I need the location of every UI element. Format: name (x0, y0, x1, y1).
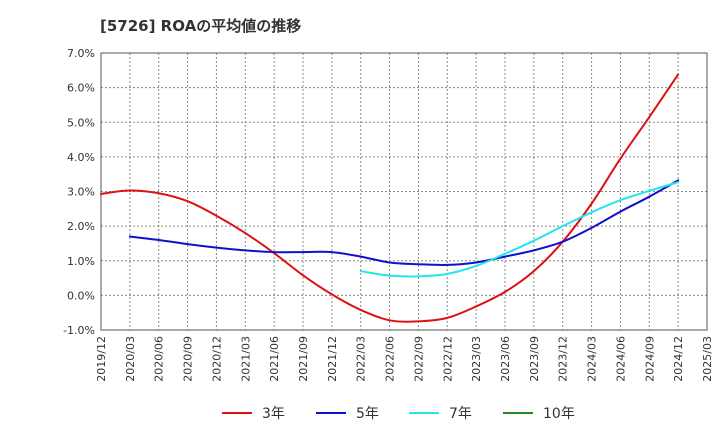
x-tick-label: 2021/03 (239, 336, 252, 382)
x-tick-label: 2023/09 (528, 336, 541, 382)
y-tick-label: 7.0% (67, 47, 95, 60)
x-tick-label: 2021/12 (326, 336, 339, 382)
x-tick-label: 2024/09 (643, 336, 656, 382)
legend-label-2: 7年 (449, 406, 472, 422)
plot-frame (100, 52, 708, 331)
series-line-1 (128, 179, 680, 266)
x-tick-label: 2023/06 (499, 336, 512, 382)
x-tick-label: 2022/09 (412, 336, 425, 382)
legend-label-1: 5年 (356, 406, 379, 422)
y-tick-label: 0.0% (67, 289, 95, 302)
y-tick-label: 5.0% (67, 116, 95, 129)
x-tick-label: 2019/12 (95, 336, 108, 382)
y-tick-label: 2.0% (67, 220, 95, 233)
x-tick-label: 2023/12 (557, 336, 570, 382)
chart-title: [5726] ROAの平均値の推移 (100, 17, 301, 35)
x-tick-label: 2020/12 (210, 336, 223, 382)
y-tick-label: 1.0% (67, 255, 95, 268)
x-tick-label: 2020/03 (124, 336, 137, 382)
x-tick-label: 2022/12 (441, 336, 454, 382)
x-tick-label: 2020/09 (182, 336, 195, 382)
x-tick-label: 2020/06 (153, 336, 166, 382)
legend: 3年 5年 7年 10年 (222, 406, 575, 422)
x-tick-label: 2023/03 (470, 336, 483, 382)
x-tick-label: 2024/06 (614, 336, 627, 382)
x-tick-label: 2022/03 (355, 336, 368, 382)
legend-label-0: 3年 (262, 406, 285, 422)
y-tick-label: 6.0% (67, 82, 95, 95)
x-tick-label: 2025/03 (701, 336, 714, 382)
series-line-2 (359, 181, 680, 278)
y-tick-label: -1.0% (63, 324, 95, 337)
y-tick-label: 4.0% (67, 151, 95, 164)
x-tick-label: 2024/12 (672, 336, 685, 382)
x-tick-label: 2022/06 (384, 336, 397, 382)
legend-label-3: 10年 (543, 406, 575, 422)
y-tick-label: 3.0% (67, 186, 95, 199)
x-tick-label: 2021/06 (268, 336, 281, 382)
x-tick-label: 2024/03 (586, 336, 599, 382)
plot-area: -1.0% 0.0% 1.0% 2.0% 3.0% 4.0% 5.0% 6.0% 7.0% 201… (63, 47, 714, 382)
x-tick-label: 2021/09 (297, 336, 310, 382)
plot-background (101, 53, 707, 330)
